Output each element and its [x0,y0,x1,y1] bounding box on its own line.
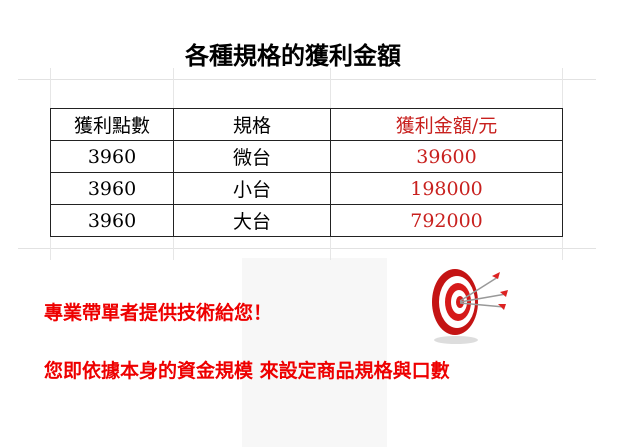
header-points: 獲利點數 [50,108,174,141]
cell-amount: 792000 [330,204,563,237]
cell-points: 3960 [50,140,174,173]
table-row: 3960 小台 198000 [50,172,563,205]
cell-amount: 198000 [330,172,563,205]
cell-spec: 微台 [173,140,331,173]
grid-line [18,248,596,249]
grid-line [18,79,596,80]
cell-points: 3960 [50,204,174,237]
header-spec: 規格 [173,108,331,141]
header-amount: 獲利金額/元 [330,108,563,141]
message-line-2: 您即依據本身的資金規模 來設定商品規格與口數 [44,360,450,382]
table-header-row: 獲利點數 規格 獲利金額/元 [50,108,563,141]
cell-points: 3960 [50,172,174,205]
target-arrows-icon [432,269,508,344]
page-title: 各種規格的獲利金額 [185,42,401,70]
profit-table: 獲利點數 規格 獲利金額/元 3960 微台 39600 3960 小台 198… [50,108,563,237]
table-row: 3960 大台 792000 [50,204,563,237]
grid-line [562,68,563,260]
table-row: 3960 微台 39600 [50,140,563,173]
background-stripe [242,258,387,447]
cell-amount: 39600 [330,140,563,173]
message-line-1: 專業帶單者提供技術給您！ [44,302,273,324]
cell-spec: 小台 [173,172,331,205]
cell-spec: 大台 [173,204,331,237]
